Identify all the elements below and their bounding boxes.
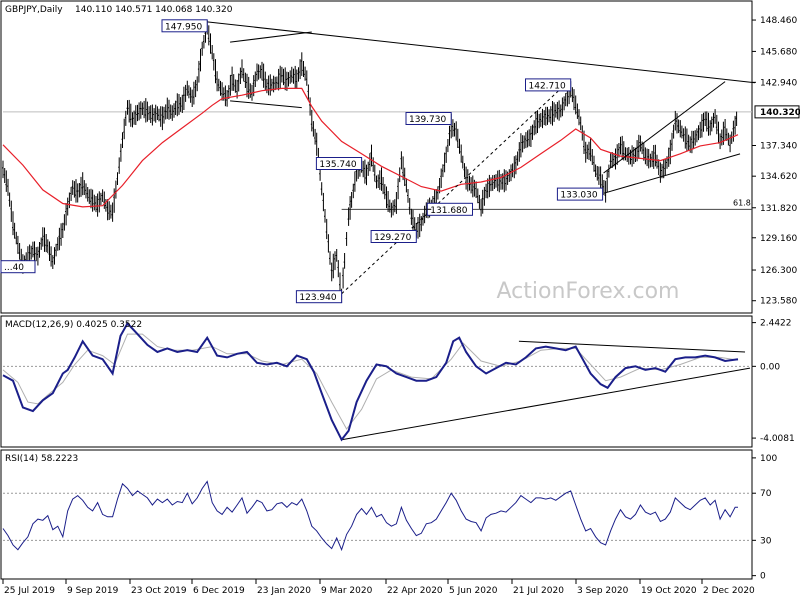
macd-ytick-label: 0.00 bbox=[760, 362, 780, 372]
x-tick-label: 3 Sep 2020 bbox=[577, 586, 629, 596]
macd-ytick-label: -4.0081 bbox=[760, 434, 795, 444]
price-label-box bbox=[295, 290, 343, 304]
price-label-text: 123.940 bbox=[299, 293, 336, 303]
price-label-text: 131.680 bbox=[430, 206, 467, 216]
x-tick-label: 23 Oct 2019 bbox=[131, 586, 187, 596]
price-ytick-label: 126.300 bbox=[760, 266, 797, 276]
price-label-box bbox=[525, 78, 572, 92]
macd-plot bbox=[2, 321, 752, 442]
price-label-box bbox=[161, 19, 208, 33]
axes: 148.460 145.680 142.940 137.340 134.620 131.8… bbox=[2, 16, 800, 596]
rsi-ytick-label: 70 bbox=[760, 489, 772, 499]
macd-panel-frame bbox=[0, 315, 753, 448]
macd-title: MACD(12,26,9) 0.4025 0.3522 bbox=[5, 320, 142, 330]
price-ytick-label: 123.580 bbox=[760, 297, 797, 307]
rsi-line bbox=[2, 480, 738, 552]
price-label-box bbox=[0, 260, 36, 274]
price-trendline bbox=[603, 153, 741, 194]
rsi-ytick-label: 30 bbox=[760, 536, 772, 546]
moving-average-line bbox=[2, 87, 739, 208]
price-ytick-label: 134.620 bbox=[760, 172, 797, 182]
macd-trendline bbox=[341, 367, 751, 441]
x-tick-label: 23 Jan 2020 bbox=[257, 586, 311, 596]
price-ytick-label: 131.820 bbox=[760, 204, 797, 214]
macd-trendline bbox=[518, 340, 746, 353]
price-trendline bbox=[341, 79, 572, 295]
x-tick-label: 25 Jul 2019 bbox=[4, 586, 55, 596]
rsi-title: RSI(14) 58.2223 bbox=[5, 454, 78, 464]
price-ytick-label: 137.340 bbox=[760, 141, 797, 151]
x-tick-label: 9 Sep 2019 bbox=[67, 586, 119, 596]
x-tick-label: 2 Dec 2020 bbox=[703, 586, 755, 596]
price-plot: 61.8 147.950 142.710 139.730 135.740 133.030 1… bbox=[0, 19, 756, 304]
price-ytick-label: 129.160 bbox=[760, 234, 797, 244]
rsi-panel-frame bbox=[0, 449, 753, 580]
price-trendline bbox=[207, 21, 756, 84]
price-trendline bbox=[603, 81, 726, 174]
x-tick-label: 5 Jun 2020 bbox=[449, 586, 498, 596]
current-price-tag bbox=[754, 105, 800, 119]
x-tick-label: 22 Apr 2020 bbox=[387, 586, 443, 596]
price-ytick-label: 142.940 bbox=[760, 78, 797, 88]
macd-ytick-label: 2.4422 bbox=[760, 319, 792, 329]
fib-level-label: 61.8 bbox=[733, 198, 751, 207]
watermark: ActionForex.com bbox=[497, 279, 680, 304]
price-label-text: 142.710 bbox=[529, 81, 566, 91]
x-tick-label: 9 Mar 2020 bbox=[321, 586, 373, 596]
price-label-text: 139.730 bbox=[409, 115, 446, 125]
current-price-tag-label: 140.320 bbox=[760, 108, 800, 118]
symbol-title: GBPJPY,Daily bbox=[5, 5, 63, 15]
ohlc-readout: 140.110 140.571 140.068 140.320 bbox=[75, 5, 233, 15]
rsi-ytick-label: 0 bbox=[760, 572, 766, 582]
price-label-text: 135.740 bbox=[319, 160, 356, 170]
price-label-box bbox=[556, 187, 604, 201]
price-trendline bbox=[230, 100, 302, 109]
price-label-text: 133.030 bbox=[560, 191, 597, 201]
x-tick-label: 21 Jul 2020 bbox=[513, 586, 564, 596]
price-ytick-label: 145.680 bbox=[760, 47, 797, 57]
price-panel-frame bbox=[0, 0, 753, 314]
x-tick-label: 6 Dec 2019 bbox=[193, 586, 245, 596]
price-label-text: 129.270 bbox=[374, 233, 411, 243]
macd-signal-line bbox=[2, 333, 739, 430]
price-label-text: ...40 bbox=[4, 263, 24, 273]
rsi-plot bbox=[2, 480, 752, 552]
macd-line bbox=[2, 321, 739, 442]
price-ytick-label: 148.460 bbox=[760, 16, 797, 26]
price-label-box bbox=[405, 112, 452, 125]
price-label-box bbox=[315, 157, 363, 170]
price-label-box bbox=[370, 230, 417, 243]
price-label-text: 147.950 bbox=[165, 22, 202, 32]
x-tick-label: 19 Oct 2020 bbox=[641, 586, 697, 596]
rsi-ytick-label: 100 bbox=[760, 454, 777, 464]
price-trendline bbox=[230, 31, 312, 43]
